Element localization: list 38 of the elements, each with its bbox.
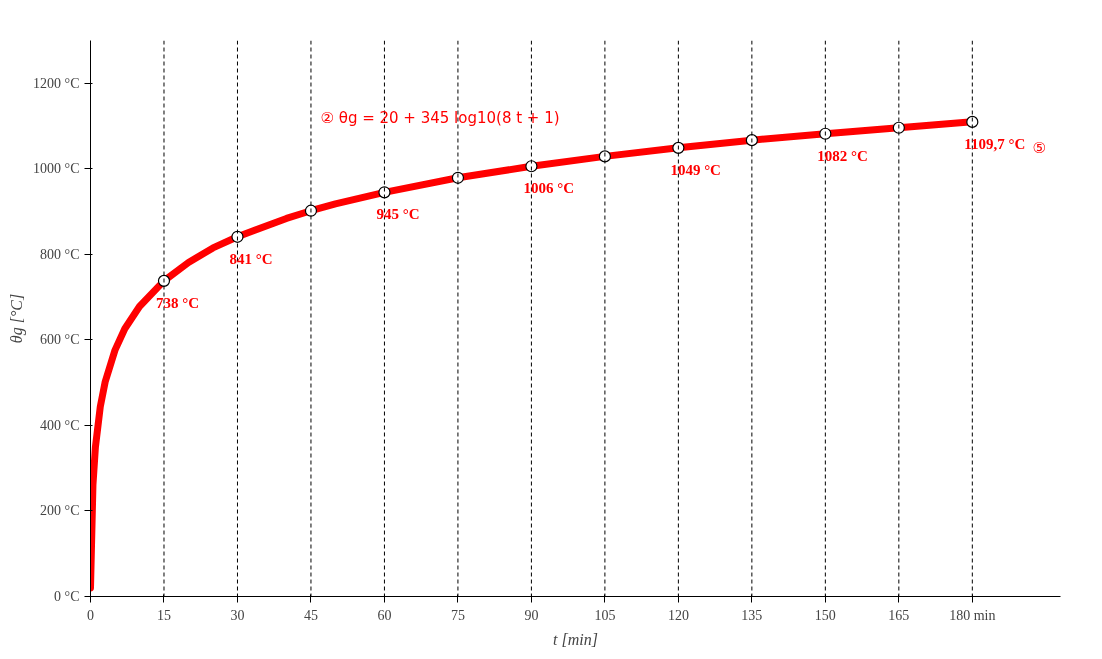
x-axis-title: t [min]: [553, 630, 598, 648]
data-label: 945 °C: [376, 206, 420, 223]
x-tick-label: 120: [667, 607, 689, 623]
data-label: 1109,7 °C: [964, 135, 1026, 152]
y-tick-label: 800 °C: [40, 246, 80, 262]
data-label: 1049 °C: [670, 161, 721, 178]
data-label: 1082 °C: [817, 147, 868, 164]
annotation: ② θg = 20 + 345 log10(8 t + 1): [320, 108, 560, 127]
data-label: 738 °C: [155, 294, 200, 311]
point: [966, 115, 979, 128]
point: [525, 160, 538, 173]
x-tick-label: 165: [888, 607, 910, 623]
point: [231, 230, 244, 243]
x-tick-label: 135: [741, 607, 763, 623]
y-tick-label: 1200 °C: [33, 75, 80, 91]
x-tick-label: 15: [156, 607, 171, 623]
x-tick-label: 150: [814, 607, 836, 623]
annotation: ⑤: [1032, 138, 1046, 157]
point: [672, 141, 685, 154]
x-tick-label: 90: [524, 607, 539, 623]
x-tick-label: 45: [303, 607, 318, 623]
x-tick-label: 60: [377, 607, 392, 623]
y-tick-label: 1000 °C: [33, 161, 80, 177]
x-tick-label: 180 min: [949, 607, 996, 623]
point: [892, 121, 905, 134]
x-tick-label: 105: [594, 607, 616, 623]
y-tick-label: 0 °C: [54, 589, 80, 604]
y-tick-label: 400 °C: [40, 417, 80, 433]
x-tick-label: 0: [87, 607, 94, 623]
x-tick-label: 30: [230, 607, 245, 623]
point: [378, 186, 391, 199]
data-label: 1006 °C: [523, 180, 574, 197]
y-tick-label: 600 °C: [40, 332, 80, 348]
x-tick-label: 75: [450, 607, 465, 623]
y-tick-label: 200 °C: [40, 503, 80, 519]
y-axis-title: θg [°C]: [8, 293, 27, 344]
point: [819, 127, 832, 140]
data-label: 841 °C: [229, 250, 273, 267]
